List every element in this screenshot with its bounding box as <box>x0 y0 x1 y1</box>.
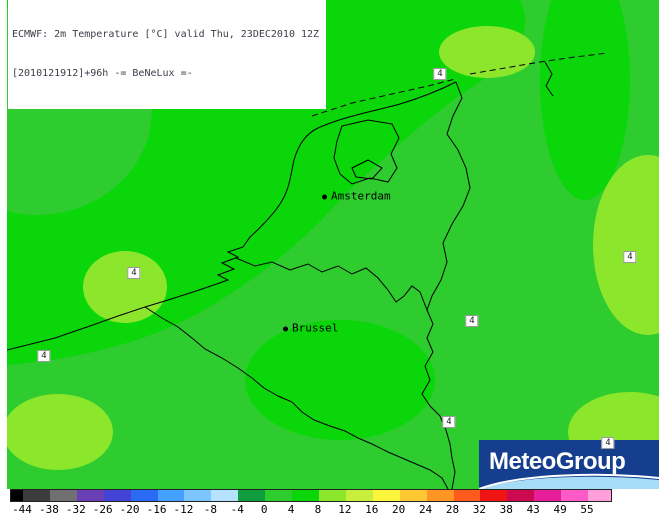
colorbar-tick-label: 8 <box>314 503 322 516</box>
weather-map: ECMWF: 2m Temperature [°C] valid Thu, 23… <box>7 0 659 489</box>
coastline <box>7 81 457 351</box>
contour-label: 4 <box>127 267 141 279</box>
colorbar-segment <box>426 490 454 501</box>
city-marker-brussel: Brussel <box>283 322 338 335</box>
ijsselmeer <box>333 119 400 185</box>
german-coast <box>544 61 554 97</box>
border-nl-be <box>235 257 428 311</box>
city-label: Amsterdam <box>331 189 391 203</box>
field-light-patch <box>83 251 167 323</box>
colorbar-tick-label: 32 <box>472 503 486 516</box>
colorbar-tick-label: -12 <box>173 503 194 516</box>
colorbar-segment <box>103 490 131 501</box>
colorbar-tick-label: 20 <box>392 503 406 516</box>
contour-label: 4 <box>465 315 479 327</box>
city-dot <box>283 326 288 331</box>
colorbar-segment <box>130 490 158 501</box>
field-bright-bottom <box>245 320 435 440</box>
colorbar-tick-label: -4 <box>230 503 244 516</box>
colorbar-tick-label: -20 <box>119 503 140 516</box>
colorbar-tick-label: 16 <box>365 503 379 516</box>
border-be-fr <box>144 306 449 489</box>
country-borders <box>7 52 609 489</box>
flevoland <box>351 159 383 180</box>
colorbar-segment <box>345 490 373 501</box>
meteogroup-logo: MeteoGroup <box>479 440 659 489</box>
colorbar-tick-label: 28 <box>445 503 460 516</box>
colorbar-segment <box>76 490 104 501</box>
colorbar-tick-label: -44 <box>12 503 32 516</box>
contour-label: 4 <box>37 350 51 362</box>
colorbar-tick-label: 4 <box>287 503 295 516</box>
colorbar-segment <box>265 490 293 501</box>
colorbar-segment <box>318 490 346 501</box>
title-line-2: [2010121912]+96h -= BeNeLux =- <box>12 68 193 79</box>
colorbar-segment <box>507 490 535 501</box>
logo-text: MeteoGroup <box>489 448 626 475</box>
colorbar-tick-label: 0 <box>260 503 268 516</box>
contour-label: 4 <box>601 437 615 449</box>
colorbar-tick-label: 55 <box>580 503 594 516</box>
colorbar-tick-label: 12 <box>338 503 352 516</box>
colorbar-segment <box>399 490 427 501</box>
colorbar-segment <box>49 490 77 501</box>
colorbar-tick-label: -38 <box>38 503 59 516</box>
colorbar-tick-label: -32 <box>65 503 86 516</box>
colorbar-segment <box>157 490 185 501</box>
colorbar-segment <box>561 490 589 501</box>
colorbar-segment <box>372 490 400 501</box>
logo-background <box>479 440 659 489</box>
colorbar-segment <box>211 490 239 501</box>
colorbar-tick-label: 43 <box>526 503 540 516</box>
city-label: Brussel <box>292 321 339 335</box>
colorbar-segment <box>238 490 266 501</box>
field-light-patch <box>593 155 659 335</box>
colorbar <box>10 489 612 502</box>
contour-label: 4 <box>623 251 637 263</box>
colorbar-segment <box>588 490 612 501</box>
contour-label: 4 <box>442 416 456 428</box>
colorbar-segment <box>453 490 481 501</box>
colorbar-tick-label: -8 <box>203 503 217 516</box>
colorbar-tick-label: 24 <box>418 503 433 516</box>
colorbar-tick-label: 49 <box>553 503 567 516</box>
colorbar-labels: -44 -38 -32 -26 -20 -16 -12 -8 -4 0 4 8 12 16 20 24 28 32… <box>10 503 630 521</box>
east-frisian-islands <box>469 52 609 75</box>
contour-label: 4 <box>433 68 447 80</box>
colorbar-tick-label: -16 <box>146 503 167 516</box>
colorbar-tick-label: 38 <box>499 503 513 516</box>
colorbar-segment <box>534 490 562 501</box>
city-dot <box>322 194 327 199</box>
city-marker-amsterdam: Amsterdam <box>322 190 391 203</box>
title-line-1: ECMWF: 2m Temperature [°C] valid Thu, 23… <box>12 29 320 40</box>
colorbar-segment <box>23 490 50 501</box>
colorbar-segment <box>184 490 212 501</box>
colorbar-segment <box>11 490 23 501</box>
colorbar-segment <box>480 490 508 501</box>
colorbar-tick-label: -26 <box>92 503 113 516</box>
wadden-islands <box>311 78 456 117</box>
field-bright-right <box>540 0 630 200</box>
field-light-patch <box>439 26 535 78</box>
map-title: ECMWF: 2m Temperature [°C] valid Thu, 23… <box>8 0 327 109</box>
field-light-patch <box>7 394 113 470</box>
colorbar-segment <box>292 490 319 501</box>
